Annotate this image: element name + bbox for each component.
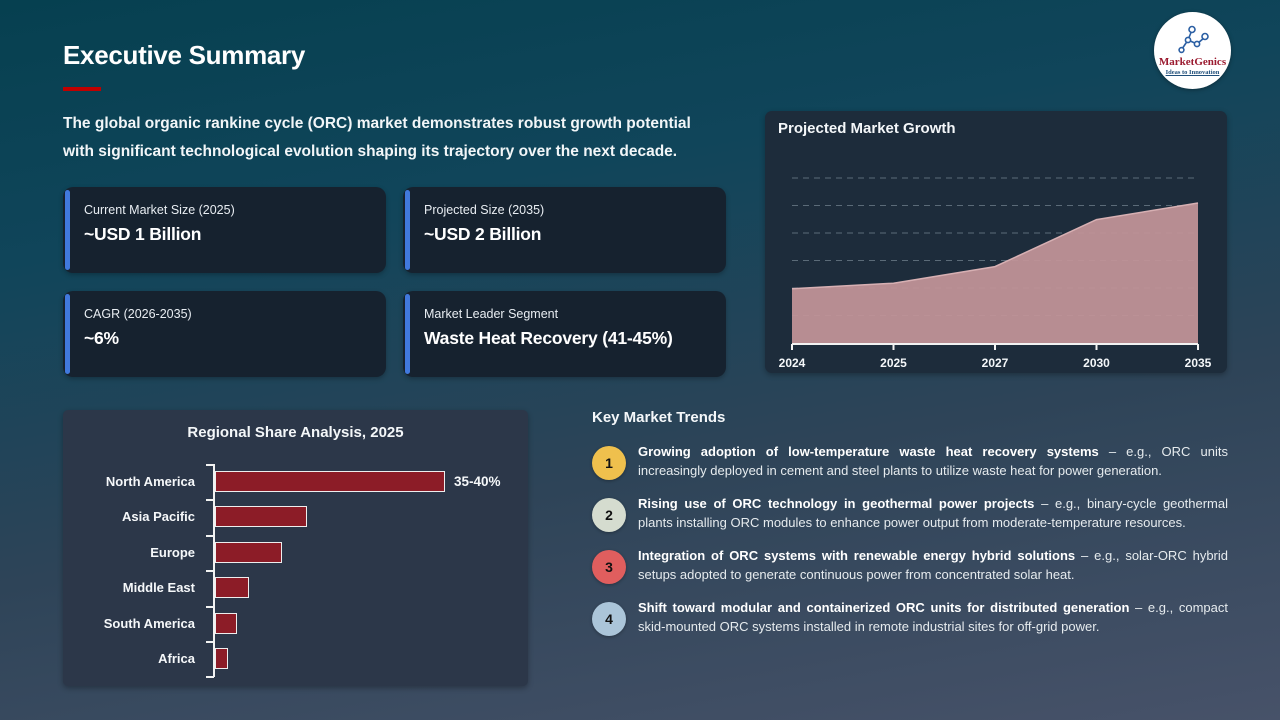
trend-item-3: 3 Integration of ORC systems with renewa… (592, 547, 1228, 584)
stat-value: Waste Heat Recovery (41-45%) (424, 328, 673, 348)
area-series-outline (791, 202, 1199, 290)
marketgenics-logo: MarketGenics Ideas to Innovation (1154, 12, 1231, 89)
bar-label: Middle East (122, 580, 195, 596)
trend-item-4: 4 Shift toward modular and containerized… (592, 599, 1228, 636)
intro-line-1: The global organic rankine cycle (ORC) m… (63, 115, 691, 132)
trend-text: Growing adoption of low-temperature wast… (638, 444, 1228, 478)
growth-chart-title: Projected Market Growth (778, 120, 956, 137)
bar-value-label: 35-40% (454, 474, 501, 489)
bar-row-south-america: South America (63, 606, 528, 641)
bar-europe (215, 541, 282, 563)
stat-label: Projected Size (2035) (424, 203, 545, 217)
growth-chart-panel: Projected Market Growth 2024 2025 2027 2… (765, 111, 1227, 373)
y-axis-tick (206, 499, 214, 502)
bar-label: Asia Pacific (122, 509, 195, 525)
trend-text: Shift toward modular and containerized O… (638, 600, 1229, 634)
x-tick-2024: 2024 (778, 356, 806, 370)
trend-number-badge: 3 (592, 550, 626, 584)
bar-africa (215, 648, 228, 669)
intro-line-2: with significant technological evolution… (63, 143, 678, 160)
stat-cards: Current Market Size (2025) ~USD 1 Billio… (63, 187, 727, 377)
logo-name: MarketGenics (1158, 56, 1227, 69)
x-tick-2030: 2030 (1083, 356, 1110, 370)
bar-label: South America (103, 615, 195, 631)
bar-label: Africa (158, 651, 195, 666)
stat-label: Market Leader Segment (424, 307, 559, 321)
stat-value: ~6% (84, 328, 119, 348)
y-axis-tick (206, 676, 214, 679)
key-market-trends: Key Market Trends 1 Growing adoption of … (592, 409, 1228, 651)
trend-text: Rising use of ORC technology in geotherm… (638, 496, 1228, 530)
x-tick-2025: 2025 (880, 356, 907, 370)
stat-value: ~USD 2 Billion (424, 224, 542, 244)
bar-asia-pacific (215, 506, 307, 528)
trend-number-badge: 1 (592, 446, 626, 480)
bar-row-africa: Africa (63, 641, 528, 676)
page-title: Executive Summary (63, 40, 306, 70)
bar-label: Europe (150, 544, 195, 560)
bar-row-middle-east: Middle East (63, 570, 528, 605)
bar-row-asia-pacific: Asia Pacific (63, 499, 528, 534)
trend-number-badge: 4 (592, 602, 626, 636)
bar-row-europe: Europe (63, 535, 528, 570)
trend-item-2: 2 Rising use of ORC technology in geothe… (592, 495, 1228, 532)
bar-south-america (215, 612, 237, 634)
x-tick-2027: 2027 (981, 356, 1009, 370)
trends-title: Key Market Trends (592, 409, 726, 426)
y-axis (213, 464, 215, 677)
stat-value: ~USD 1 Billion (84, 224, 202, 244)
y-axis-tick (206, 534, 214, 537)
x-axis-ticks (791, 344, 1199, 350)
intro-paragraph: The global organic rankine cycle (ORC) m… (63, 110, 743, 166)
x-tick-2035: 2035 (1184, 356, 1212, 370)
stat-card-cagr: CAGR (2026-2035) ~6% (63, 291, 386, 377)
y-axis-tick (206, 605, 214, 608)
title-underline (63, 87, 101, 91)
bar-chart: North America 35-40% Asia Pacific Europe… (63, 464, 528, 679)
bar-middle-east (215, 577, 249, 599)
y-axis-tick (206, 641, 214, 643)
area-chart (791, 177, 1199, 350)
y-axis-tick (206, 464, 214, 466)
bar-north-america (215, 471, 445, 492)
stat-label: Current Market Size (2025) (84, 203, 235, 217)
trend-number-badge: 2 (592, 498, 626, 532)
stat-card-current-size: Current Market Size (2025) ~USD 1 Billio… (63, 187, 386, 273)
regional-chart-title: Regional Share Analysis, 2025 (187, 424, 404, 441)
stat-label: CAGR (2026-2035) (84, 307, 192, 321)
molecule-icon (1177, 26, 1209, 54)
area-series (792, 203, 1198, 344)
regional-chart-panel: Regional Share Analysis, 2025 North Amer… (63, 410, 528, 686)
bar-row-north-america: North America 35-40% (63, 464, 528, 499)
logo-tagline: Ideas to Innovation (1165, 68, 1220, 76)
y-axis-tick (206, 570, 214, 573)
stat-card-leader-segment: Market Leader Segment Waste Heat Recover… (403, 291, 726, 377)
stat-card-projected-size: Projected Size (2035) ~USD 2 Billion (403, 187, 726, 273)
trend-text: Integration of ORC systems with renewabl… (638, 548, 1228, 582)
trend-item-1: 1 Growing adoption of low-temperature wa… (592, 443, 1228, 480)
bar-label: North America (105, 474, 195, 489)
